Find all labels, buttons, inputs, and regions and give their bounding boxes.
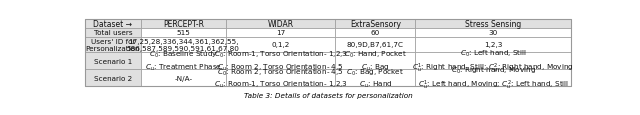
Bar: [415, 69, 571, 86]
Text: $C_0$: Left hand, Still
$C_u^1$: Right hand, Still; $C_u^2$: Right hand, Moving: $C_0$: Left hand, Still $C_u^1$: Right h…: [412, 48, 574, 74]
Text: 60: 60: [371, 30, 380, 36]
Text: Scenario 1: Scenario 1: [94, 58, 132, 64]
Bar: [141, 69, 226, 86]
Text: PERCEPT-R: PERCEPT-R: [163, 20, 204, 29]
Bar: [85, 29, 141, 37]
Bar: [415, 29, 571, 37]
Bar: [85, 53, 141, 69]
Text: 80,9D,B7,61,7C: 80,9D,B7,61,7C: [347, 42, 404, 48]
Text: $C_0$: Hand, Pocket
$C_u$: Bag: $C_0$: Hand, Pocket $C_u$: Bag: [344, 50, 407, 72]
Bar: [141, 37, 226, 53]
Bar: [226, 37, 335, 53]
Bar: [141, 29, 226, 37]
Bar: [85, 20, 571, 86]
Text: 17: 17: [276, 30, 285, 36]
Bar: [226, 20, 335, 29]
Text: $C_0$: Right hand, Moving
$C_u^1$: Left hand, Moving; $C_u^2$: Left hand, Still: $C_0$: Right hand, Moving $C_u^1$: Left …: [418, 65, 569, 91]
Text: $C_0$: Room-1, Torso Orientation- 1,2,3
$C_u$: Room 2, Torso Orientation- 4,5: $C_0$: Room-1, Torso Orientation- 1,2,3 …: [214, 50, 348, 72]
Text: Stress Sensing: Stress Sensing: [465, 20, 522, 29]
Text: 0,1,2: 0,1,2: [271, 42, 290, 48]
Text: Table 3: Details of datasets for personalization: Table 3: Details of datasets for persona…: [244, 92, 412, 98]
Text: $C_0$: Room 2, Torso Orientation- 4,5
$C_u$: Room-1, Torso Orientation- 1,2,3: $C_0$: Room 2, Torso Orientation- 4,5 $C…: [214, 67, 348, 89]
Bar: [335, 53, 415, 69]
Text: Dataset →: Dataset →: [93, 20, 132, 29]
Bar: [85, 20, 141, 29]
Text: ExtraSensory: ExtraSensory: [350, 20, 401, 29]
Bar: [335, 69, 415, 86]
Text: 515: 515: [177, 30, 190, 36]
Bar: [226, 69, 335, 86]
Text: $C_0$: Bag, Pocket
$C_u$: Hand: $C_0$: Bag, Pocket $C_u$: Hand: [346, 67, 404, 89]
Bar: [335, 37, 415, 53]
Text: $C_0$: Baseline Study
$C_u$: Treatment Phase: $C_0$: Baseline Study $C_u$: Treatment P…: [145, 50, 222, 72]
Bar: [415, 53, 571, 69]
Text: WIDAR: WIDAR: [268, 20, 294, 29]
Bar: [335, 20, 415, 29]
Bar: [415, 37, 571, 53]
Text: 30: 30: [489, 30, 498, 36]
Text: Scenario 2: Scenario 2: [94, 75, 132, 81]
Text: -N/A-: -N/A-: [174, 75, 193, 81]
Bar: [141, 53, 226, 69]
Bar: [415, 20, 571, 29]
Bar: [85, 69, 141, 86]
Bar: [141, 20, 226, 29]
Text: Users' ID for
Personalization: Users' ID for Personalization: [86, 38, 140, 52]
Bar: [226, 53, 335, 69]
Text: 17,25,28,336,344,361,362,55,
586,587,589,590,591,61,67,80: 17,25,28,336,344,361,362,55, 586,587,589…: [127, 38, 240, 52]
Bar: [226, 29, 335, 37]
Bar: [85, 37, 141, 53]
Text: 1,2,3: 1,2,3: [484, 42, 502, 48]
Bar: [335, 29, 415, 37]
Text: Total users: Total users: [93, 30, 132, 36]
